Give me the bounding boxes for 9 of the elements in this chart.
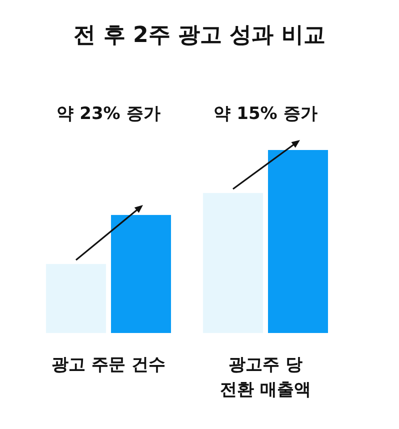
x-tick-label: 광고 주문 건수 bbox=[52, 355, 166, 375]
x-tick-label: 광고주 당 전환 매출액 bbox=[220, 355, 311, 400]
bar bbox=[268, 150, 328, 333]
bar bbox=[111, 214, 171, 333]
bar bbox=[46, 264, 106, 333]
bar bbox=[203, 193, 263, 333]
text: 약 23% 증가 bbox=[56, 104, 160, 124]
chart-title: 전 후 2주 광고 성과 비교 bbox=[74, 23, 326, 48]
text: 약 15% 증가 bbox=[214, 104, 318, 124]
